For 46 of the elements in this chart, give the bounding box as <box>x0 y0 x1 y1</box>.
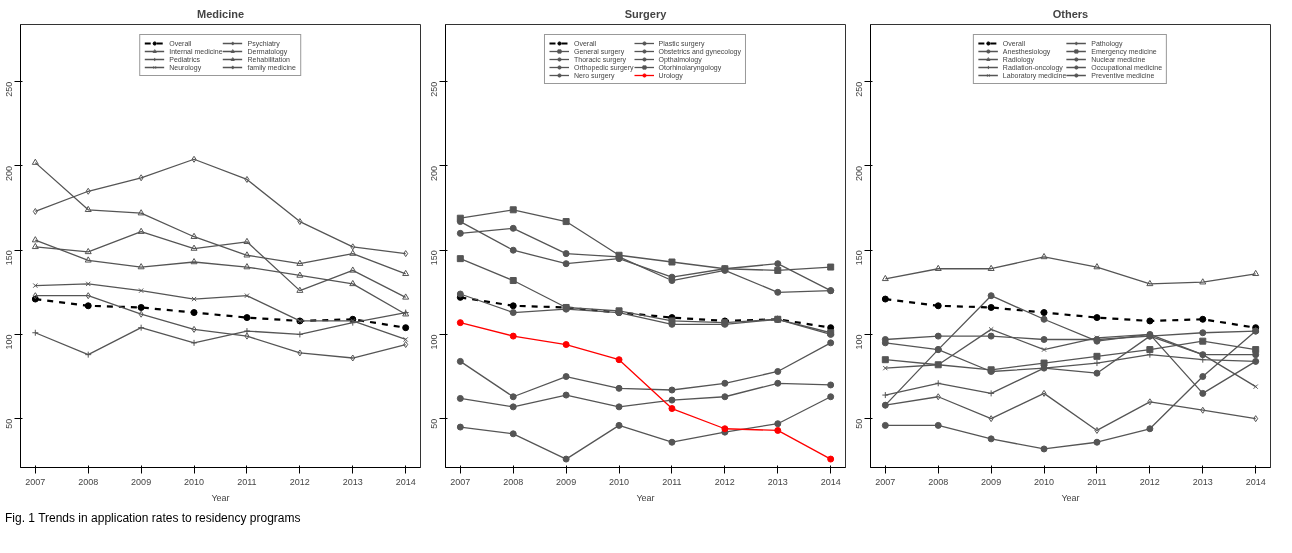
x-tick-label: 2014 <box>820 476 841 487</box>
x-tick-label: 2013 <box>1192 476 1213 487</box>
y-tick-label: 100 <box>4 334 15 350</box>
x-tick-label: 2012 <box>1139 476 1160 487</box>
x-tick-label: 2014 <box>1245 476 1266 487</box>
x-tick-label: 2010 <box>184 476 205 487</box>
y-tick-label: 250 <box>4 81 15 97</box>
caption: Fig. 1 Trends in application rates to residency programs <box>5 510 301 527</box>
x-tick-label: 2012 <box>289 476 310 487</box>
x-tick-label: 2013 <box>342 476 363 487</box>
chart-title: Others <box>1052 7 1089 20</box>
y-tick-label: 200 <box>4 165 15 182</box>
x-axis-title: Year <box>211 492 230 503</box>
x-tick-label: 2010 <box>1034 476 1055 487</box>
y-tick-label: 100 <box>854 334 865 350</box>
y-tick-label: 200 <box>854 165 865 182</box>
chart-title: Medicine <box>196 7 245 20</box>
x-axis-title: Year <box>636 492 655 503</box>
y-tick-label: 50 <box>854 418 865 429</box>
y-tick-label: 150 <box>854 250 865 266</box>
x-tick-label: 2008 <box>928 476 949 487</box>
y-tick-label: 100 <box>429 334 440 350</box>
x-tick-label: 2011 <box>237 476 257 487</box>
y-tick-label: 250 <box>429 81 440 97</box>
x-tick-label: 2008 <box>78 476 99 487</box>
x-tick-label: 2007 <box>875 476 896 487</box>
x-tick-label: 2011 <box>662 476 682 487</box>
x-tick-label: 2011 <box>1087 476 1107 487</box>
y-tick-label: 150 <box>429 250 440 266</box>
x-tick-label: 2012 <box>714 476 735 487</box>
y-tick-label: 50 <box>4 418 15 429</box>
chart-title: Surgery <box>624 7 668 20</box>
y-tick-label: 250 <box>854 81 865 97</box>
y-tick-label: 50 <box>429 418 440 429</box>
x-tick-label: 2010 <box>609 476 630 487</box>
x-tick-label: 2007 <box>25 476 46 487</box>
y-tick-label: 150 <box>4 250 15 266</box>
y-tick-label: 200 <box>429 165 440 182</box>
x-tick-label: 2008 <box>503 476 524 487</box>
x-axis-title: Year <box>1061 492 1080 503</box>
x-tick-label: 2009 <box>556 476 577 487</box>
x-tick-label: 2007 <box>450 476 471 487</box>
x-tick-label: 2009 <box>981 476 1002 487</box>
x-tick-label: 2009 <box>131 476 152 487</box>
x-tick-label: 2014 <box>395 476 416 487</box>
x-tick-label: 2013 <box>767 476 788 487</box>
